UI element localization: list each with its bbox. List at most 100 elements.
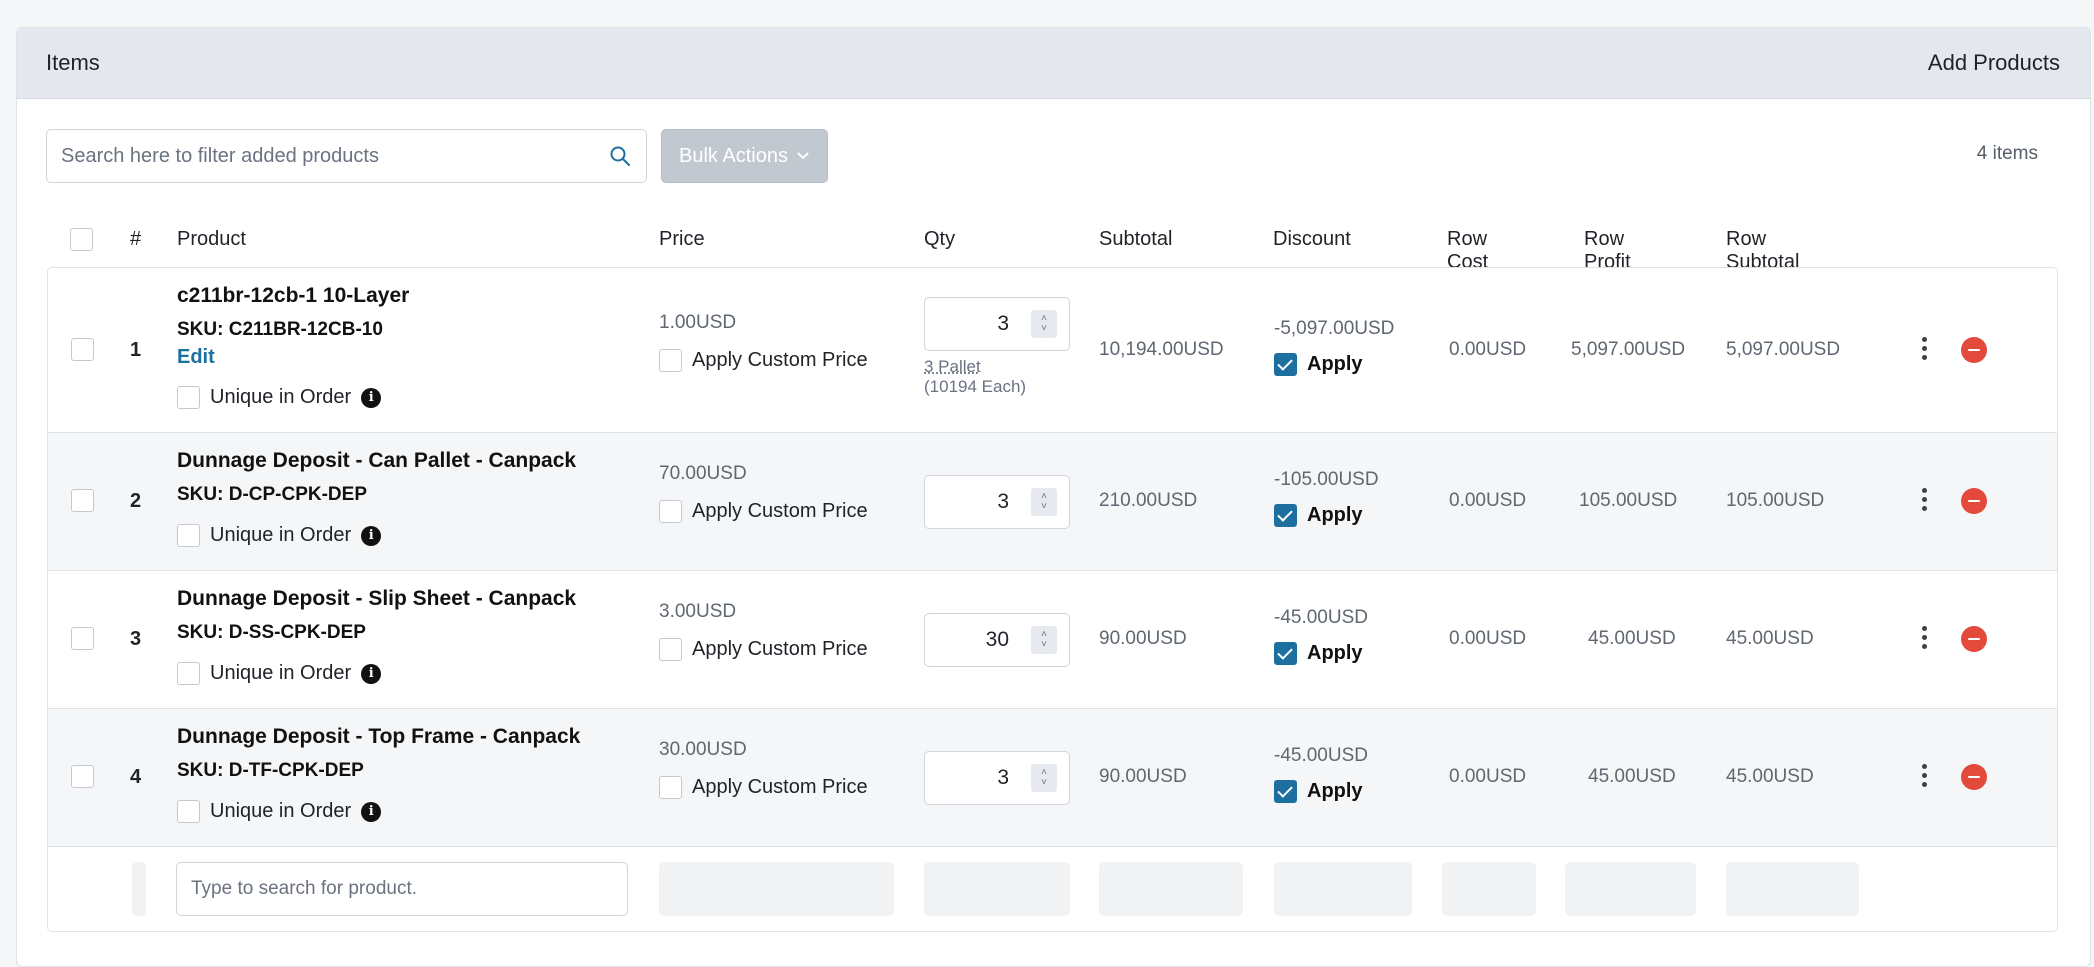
more-options-icon[interactable] (1921, 626, 1927, 649)
spinner-icon[interactable]: ˄ ˅ (1031, 310, 1057, 338)
row-profit-value: 45.00USD (1588, 628, 1676, 649)
toolbar: Bulk Actions 4 items (46, 129, 2056, 183)
row-cost-value: 0.00USD (1449, 766, 1527, 787)
info-icon[interactable]: i (361, 387, 382, 408)
chevron-down-icon (797, 152, 809, 160)
apply-discount-option[interactable]: Apply (1274, 504, 1363, 527)
more-options-icon[interactable] (1921, 488, 1927, 511)
apply-custom-price-option[interactable]: Apply Custom Price (659, 349, 868, 372)
spinner-icon[interactable]: ˄ ˅ (1031, 488, 1057, 516)
apply-custom-price-label: Apply Custom Price (692, 500, 868, 522)
remove-row-icon[interactable] (1961, 337, 1987, 363)
apply-discount-option[interactable]: Apply (1274, 353, 1363, 376)
edit-link[interactable]: Edit (177, 346, 215, 368)
row-profit-value: 105.00USD (1579, 490, 1678, 511)
info-icon[interactable]: i (361, 663, 382, 684)
placeholder-cell (1565, 862, 1696, 916)
apply-custom-price-label: Apply Custom Price (692, 349, 868, 371)
remove-row-icon[interactable] (1961, 488, 1987, 514)
row-checkbox[interactable] (71, 489, 94, 512)
discount-value: -45.00USD (1274, 607, 1368, 628)
col-product: Product (177, 228, 246, 250)
quantity-value[interactable]: 3 (997, 766, 1009, 789)
product-name: c211br-12cb-1 10-Layer (177, 284, 410, 307)
discount-value: -5,097.00USD (1274, 318, 1395, 339)
apply-custom-price-option[interactable]: Apply Custom Price (659, 500, 868, 523)
info-icon[interactable]: i (361, 801, 382, 822)
quantity-stepper[interactable]: 30 ˄ ˅ (924, 613, 1070, 667)
product-search-input[interactable] (191, 878, 613, 900)
unique-in-order-label: Unique in Order (210, 800, 352, 822)
apply-custom-price-label: Apply Custom Price (692, 776, 868, 798)
panel-title: Items (46, 50, 100, 75)
table-row: 2 Dunnage Deposit - Can Pallet - Canpack… (48, 433, 2057, 571)
product-name: Dunnage Deposit - Can Pallet - Canpack (177, 449, 577, 472)
more-options-icon[interactable] (1921, 764, 1927, 787)
product-search-box[interactable] (176, 862, 628, 916)
quantity-value[interactable]: 3 (997, 490, 1009, 513)
price-value: 3.00USD (659, 601, 737, 622)
apply-custom-price-checkbox[interactable] (659, 638, 682, 661)
quantity-value[interactable]: 3 (997, 312, 1009, 335)
info-icon[interactable]: i (361, 525, 382, 546)
apply-discount-option[interactable]: Apply (1274, 780, 1363, 803)
panel-header: Items Add Products (17, 28, 2090, 99)
filter-search-box[interactable] (46, 129, 647, 183)
col-price: Price (659, 228, 705, 250)
apply-custom-price-option[interactable]: Apply Custom Price (659, 638, 868, 661)
apply-discount-checkbox[interactable] (1274, 504, 1297, 527)
placeholder-cell (1099, 862, 1243, 916)
apply-discount-checkbox[interactable] (1274, 642, 1297, 665)
apply-discount-option[interactable]: Apply (1274, 642, 1363, 665)
unique-in-order-checkbox[interactable] (177, 524, 200, 547)
item-count: 4 items (1976, 143, 2038, 164)
product-name: Dunnage Deposit - Top Frame - Canpack (177, 725, 581, 748)
quantity-stepper[interactable]: 3 ˄ ˅ (924, 475, 1070, 529)
apply-discount-checkbox[interactable] (1274, 780, 1297, 803)
filter-search-input[interactable] (61, 144, 608, 168)
search-icon[interactable] (608, 144, 632, 168)
subtotal-value: 10,194.00USD (1099, 339, 1224, 360)
product-sku: SKU: D-CP-CPK-DEP (177, 484, 367, 505)
apply-discount-label: Apply (1307, 504, 1363, 526)
placeholder-cell (1442, 862, 1536, 916)
row-checkbox[interactable] (71, 338, 94, 361)
placeholder-cell (1726, 862, 1859, 916)
price-value: 70.00USD (659, 463, 747, 484)
row-subtotal-value: 5,097.00USD (1726, 339, 1841, 360)
remove-row-icon[interactable] (1961, 626, 1987, 652)
subtotal-value: 90.00USD (1099, 628, 1187, 649)
row-checkbox[interactable] (71, 627, 94, 650)
col-num: # (130, 228, 142, 250)
bulk-actions-button[interactable]: Bulk Actions (661, 129, 828, 183)
spinner-icon[interactable]: ˄ ˅ (1031, 764, 1057, 792)
row-checkbox[interactable] (71, 765, 94, 788)
apply-custom-price-option[interactable]: Apply Custom Price (659, 776, 868, 799)
unique-in-order-checkbox[interactable] (177, 800, 200, 823)
apply-discount-checkbox[interactable] (1274, 353, 1297, 376)
unique-in-order-option[interactable]: Unique in Order i (177, 800, 382, 823)
product-sku: SKU: C211BR-12CB-10 (177, 319, 383, 340)
add-products-link[interactable]: Add Products (1927, 50, 2060, 75)
quantity-value[interactable]: 30 (985, 628, 1009, 651)
spinner-icon[interactable]: ˄ ˅ (1031, 626, 1057, 654)
quantity-stepper[interactable]: 3 ˄ ˅ (924, 751, 1070, 805)
unique-in-order-option[interactable]: Unique in Order i (177, 662, 382, 685)
unique-in-order-label: Unique in Order (210, 386, 352, 408)
select-all-checkbox[interactable] (70, 228, 93, 251)
unique-in-order-checkbox[interactable] (177, 386, 200, 409)
price-value: 30.00USD (659, 739, 747, 760)
unique-in-order-option[interactable]: Unique in Order i (177, 386, 382, 409)
discount-value: -45.00USD (1274, 745, 1368, 766)
remove-row-icon[interactable] (1961, 764, 1987, 790)
row-subtotal-value: 45.00USD (1726, 628, 1814, 649)
quantity-stepper[interactable]: 3 ˄ ˅ (924, 297, 1070, 351)
discount-value: -105.00USD (1274, 469, 1379, 490)
apply-custom-price-checkbox[interactable] (659, 776, 682, 799)
apply-custom-price-checkbox[interactable] (659, 349, 682, 372)
product-sku: SKU: D-TF-CPK-DEP (177, 760, 364, 781)
unique-in-order-option[interactable]: Unique in Order i (177, 524, 382, 547)
unique-in-order-checkbox[interactable] (177, 662, 200, 685)
apply-custom-price-checkbox[interactable] (659, 500, 682, 523)
more-options-icon[interactable] (1921, 337, 1927, 360)
